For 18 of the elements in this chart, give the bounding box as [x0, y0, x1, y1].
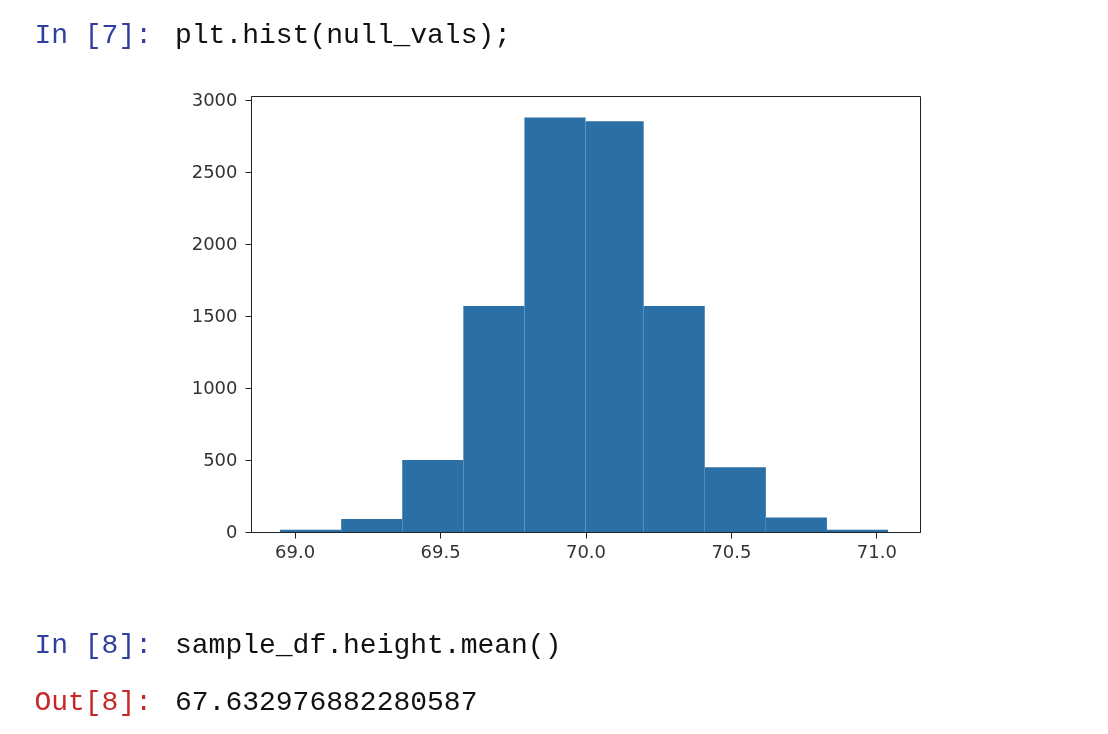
- x-tick-label: 70.5: [711, 540, 752, 562]
- x-tick-label: 71.0: [856, 540, 897, 562]
- y-tick-label: 0: [226, 520, 238, 542]
- y-tick-label: 2500: [191, 160, 238, 182]
- text: In [7]:: [34, 20, 152, 51]
- text: In [8]:: [34, 630, 152, 661]
- y-tick-label: 3000: [191, 88, 238, 110]
- text: Out[8]:: [34, 687, 152, 718]
- x-tick-label: 69.0: [275, 540, 316, 562]
- y-tick-label: 2000: [191, 232, 238, 254]
- y-tick-label: 1000: [191, 376, 238, 398]
- x-tick-label: 69.5: [420, 540, 461, 562]
- text: sample_df.height.mean(): [175, 630, 562, 661]
- text: 67.632976882280587: [175, 687, 478, 718]
- y-tick-label: 1500: [191, 304, 238, 326]
- y-tick-label: 500: [203, 448, 238, 470]
- x-tick-label: 70.0: [565, 540, 607, 562]
- text: plt.hist(null_vals);: [175, 20, 512, 51]
